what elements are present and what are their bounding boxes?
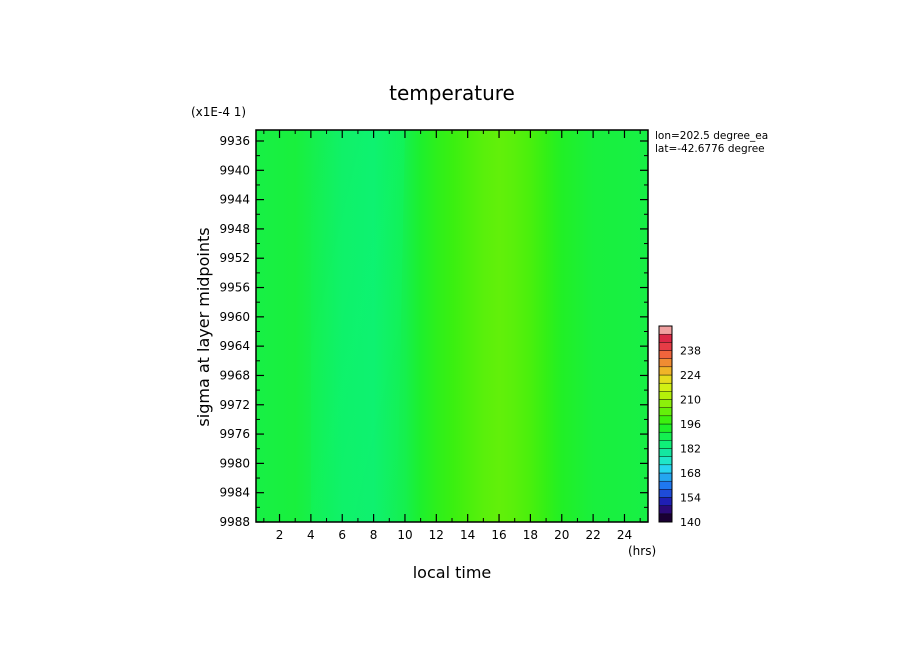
y-tick-label: 9988 — [219, 515, 250, 529]
y-tick-label: 9984 — [219, 486, 250, 500]
colorbar-frame — [658, 325, 673, 523]
x-axis-label: local time — [413, 563, 492, 582]
x-tick-label: 2 — [276, 528, 284, 542]
plot-area — [255, 129, 649, 523]
colorbar-swatch — [658, 333, 673, 343]
y-tick-label: 9936 — [219, 134, 250, 148]
y-tick-label: 9972 — [219, 398, 250, 412]
x-tick-label: 18 — [523, 528, 538, 542]
colorbar-swatch — [658, 366, 673, 376]
y-tick-label: 9960 — [219, 310, 250, 324]
colorbar-swatch — [658, 423, 673, 433]
colorbar-tick-label: 182 — [680, 443, 701, 456]
y-axis: 9936 9940 9944 9948 9952 9956 9960 9964 9968 9972… — [219, 134, 648, 529]
colorbar-tick-label: 196 — [680, 418, 701, 431]
x-tick-label: 10 — [397, 528, 412, 542]
y-tick-label: 9956 — [219, 281, 250, 295]
x-tick-label: 4 — [307, 528, 315, 542]
colorbar-tick-label: 224 — [680, 369, 701, 382]
colorbar-swatch — [658, 374, 673, 384]
colorbar-swatch — [658, 415, 673, 425]
colorbar-tick-label: 140 — [680, 516, 701, 529]
x-axis: 2 4 6 8 10 12 14 16 18 20 22 24 — [263, 130, 641, 542]
x-tick-label: 16 — [491, 528, 506, 542]
colorbar-swatch — [658, 513, 673, 523]
colorbar: 140 154 168 182 196 210 224 238 — [658, 325, 701, 529]
colorbar-swatch — [658, 456, 673, 466]
colorbar-swatch — [658, 472, 673, 482]
colorbar-swatch — [658, 342, 673, 351]
colorbar-tick-label: 154 — [680, 492, 701, 505]
y-axis-label: sigma at layer midpoints — [194, 227, 213, 426]
y-tick-label: 9968 — [219, 368, 250, 382]
colorbar-swatch — [658, 489, 673, 498]
colorbar-swatch — [658, 358, 673, 368]
y-tick-label: 9944 — [219, 193, 250, 207]
colorbar-swatch — [658, 325, 673, 335]
colorbar-tick-label: 210 — [680, 394, 701, 407]
x-tick-label: 12 — [429, 528, 444, 542]
info-line: lat=-42.6776 degree — [655, 143, 765, 155]
colorbar-swatch — [658, 407, 673, 417]
y-tick-label: 9940 — [219, 163, 250, 177]
y-tick-label: 9976 — [219, 427, 250, 441]
cool-band — [310, 130, 405, 522]
colorbar-tick-label: 238 — [680, 345, 701, 358]
colorbar-swatch — [658, 399, 673, 408]
colorbar-swatch — [658, 448, 673, 457]
y-scale-note: (x1E-4 1) — [191, 105, 246, 119]
colorbar-swatch — [658, 391, 673, 400]
colorbar-swatch — [658, 350, 673, 359]
colorbar-tick-label: 168 — [680, 467, 701, 480]
colorbar-swatch — [658, 382, 673, 392]
y-tick-label: 9964 — [219, 339, 250, 353]
x-tick-label: 24 — [617, 528, 632, 542]
y-tick-label: 9952 — [219, 251, 250, 265]
y-tick-label: 9980 — [219, 456, 250, 470]
colorbar-swatch — [658, 440, 673, 449]
x-tick-label: 8 — [370, 528, 378, 542]
x-unit-label: (hrs) — [628, 544, 656, 558]
colorbar-swatch — [658, 464, 673, 474]
x-tick-label: 22 — [585, 528, 600, 542]
y-tick-label: 9948 — [219, 222, 250, 236]
colorbar-swatch — [658, 480, 673, 490]
info-line: lon=202.5 degree_ea — [655, 130, 768, 142]
colorbar-swatch — [658, 431, 673, 441]
x-tick-label: 20 — [554, 528, 569, 542]
colorbar-swatch — [658, 505, 673, 515]
x-tick-label: 14 — [460, 528, 475, 542]
chart-title: temperature — [389, 81, 515, 105]
colorbar-swatch — [658, 497, 673, 506]
x-tick-label: 6 — [338, 528, 346, 542]
